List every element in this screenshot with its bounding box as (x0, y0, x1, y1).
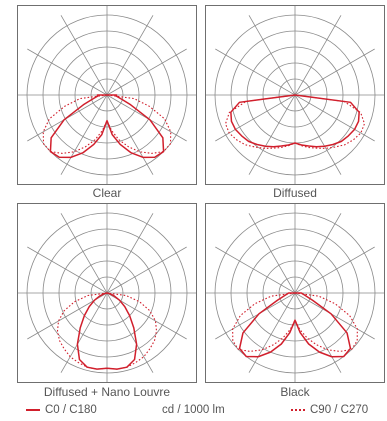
polar-plot-diffused-nano-louvre (17, 203, 197, 383)
polar-plot-svg (206, 6, 384, 184)
plot-caption-diffused: Diffused (273, 186, 317, 200)
c90-c270-curve (232, 292, 358, 352)
c0-c180-curve (49, 94, 165, 159)
polar-plot-diffused (205, 5, 385, 185)
polar-plot-svg (18, 204, 196, 382)
plot-caption-clear: Clear (92, 186, 122, 200)
legend-c90-label: C90 / C270 (310, 404, 369, 416)
c0-c180-curve (238, 292, 352, 358)
legend-unit: cd / 1000 lm (162, 404, 225, 416)
legend-c0: C0 / C180 (26, 403, 97, 417)
c0-c180-curve (230, 94, 360, 148)
legend-c0-label: C0 / C180 (45, 404, 97, 416)
polar-plot-svg (18, 6, 196, 184)
c0-c180-curve (76, 292, 138, 370)
dotted-line-swatch (291, 408, 305, 411)
polar-plot-clear (17, 5, 197, 185)
polar-plot-black (205, 203, 385, 383)
plot-caption-black: Black (280, 385, 310, 399)
plot-caption-diffused-nano-louvre: Diffused + Nano Louvre (43, 385, 171, 399)
solid-line-swatch (26, 408, 40, 411)
polar-plot-svg (206, 204, 384, 382)
legend-c90: C90 / C270 (291, 403, 368, 417)
